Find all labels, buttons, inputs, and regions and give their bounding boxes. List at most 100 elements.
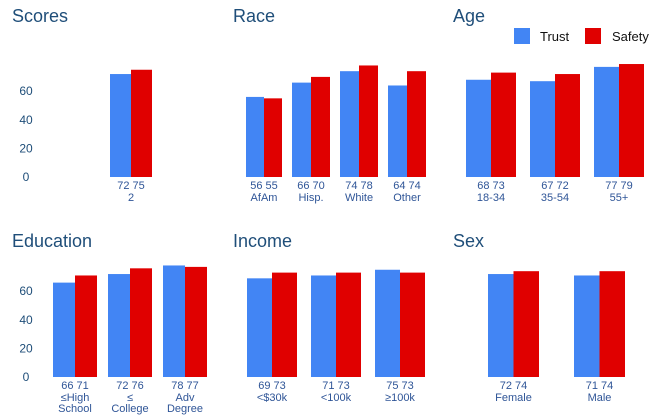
legend-label-trust: Trust (540, 29, 570, 44)
bar-trust (466, 79, 491, 177)
bar-safety (359, 65, 378, 177)
panel-title: Scores (12, 6, 68, 26)
value-label: 72 76 (116, 380, 144, 392)
bar-trust (247, 278, 272, 377)
bar-safety (185, 266, 207, 377)
bar-trust (488, 274, 514, 377)
value-label: 72 75 (117, 180, 145, 192)
category-label: ≤ (127, 392, 133, 404)
category-label: 55+ (610, 192, 629, 204)
value-label: 66 71 (61, 380, 89, 392)
value-label: 68 73 (477, 180, 505, 192)
bar-trust (388, 85, 407, 177)
y-tick-label: 60 (19, 284, 33, 298)
legend-swatch-safety (585, 28, 601, 44)
value-label: 77 79 (605, 180, 633, 192)
category-label: AfAm (251, 192, 278, 204)
bar-trust (110, 74, 131, 177)
value-label: 64 74 (393, 180, 421, 192)
y-tick-label: 40 (19, 113, 33, 127)
value-label: 78 77 (171, 380, 199, 392)
category-label: Hisp. (298, 192, 323, 204)
bar-safety (336, 272, 361, 377)
panel-title: Age (453, 6, 485, 26)
bar-safety (491, 72, 516, 177)
panel-title: Education (12, 231, 92, 251)
y-tick-label: 0 (23, 170, 30, 184)
bar-trust (311, 275, 336, 377)
panel-title: Race (233, 6, 275, 26)
category-label: ≥100k (385, 392, 415, 404)
y-tick-label: 60 (19, 84, 33, 98)
legend-label-safety: Safety (612, 29, 649, 44)
category-label: Female (495, 392, 532, 404)
bar-trust (340, 71, 359, 177)
category-group-college: 72 76≤College (108, 268, 152, 415)
category-label: Adv (176, 392, 195, 404)
bar-trust (292, 82, 311, 177)
category-group-100k: 71 73<100k (311, 272, 361, 404)
y-tick-label: 0 (23, 370, 30, 384)
category-label: Other (393, 192, 421, 204)
legend-swatch-trust (514, 28, 530, 44)
category-label: 18-34 (477, 192, 505, 204)
bar-safety (599, 271, 625, 377)
category-label: College (111, 403, 148, 415)
bar-safety (131, 69, 152, 177)
category-label: White (345, 192, 373, 204)
bar-safety (75, 275, 97, 377)
bar-safety (311, 76, 330, 177)
category-label: <$30k (257, 392, 288, 404)
bar-safety (400, 272, 425, 377)
bar-trust (530, 81, 555, 177)
bar-trust (574, 275, 600, 377)
category-label: Male (588, 392, 612, 404)
bar-trust (246, 96, 264, 177)
category-group-100k: 75 73≥100k (375, 269, 425, 404)
category-label: 2 (128, 192, 134, 204)
value-label: 66 70 (297, 180, 325, 192)
bar-trust (53, 282, 75, 377)
value-label: 71 74 (586, 380, 614, 392)
panel-title: Sex (453, 231, 484, 251)
bar-safety (619, 64, 644, 177)
category-label: 35-54 (541, 192, 569, 204)
category-label: ≤High (61, 392, 90, 404)
y-tick-label: 20 (19, 341, 33, 355)
value-label: 67 72 (541, 180, 569, 192)
bar-safety (555, 74, 580, 177)
category-label: Degree (167, 403, 203, 415)
bar-safety (272, 272, 297, 377)
value-label: 69 73 (258, 380, 286, 392)
bar-trust (163, 265, 185, 377)
value-label: 75 73 (386, 380, 414, 392)
category-label: <100k (321, 392, 352, 404)
legend: Trust Safety (514, 28, 649, 44)
bar-safety (130, 268, 152, 377)
bar-trust (108, 274, 130, 377)
bar-trust (375, 269, 400, 377)
category-label: School (58, 403, 92, 415)
panel-income: Income 69 73<$30k 71 73<100k 75 73≥100k (233, 231, 425, 404)
category-group-2: 72 752 (110, 69, 152, 204)
y-tick-label: 20 (19, 141, 33, 155)
panel-title: Income (233, 231, 292, 251)
bar-safety (513, 271, 539, 377)
y-tick-label: 40 (19, 313, 33, 327)
panel-scores: Scores 0 20 40 60 72 752 (12, 6, 152, 204)
